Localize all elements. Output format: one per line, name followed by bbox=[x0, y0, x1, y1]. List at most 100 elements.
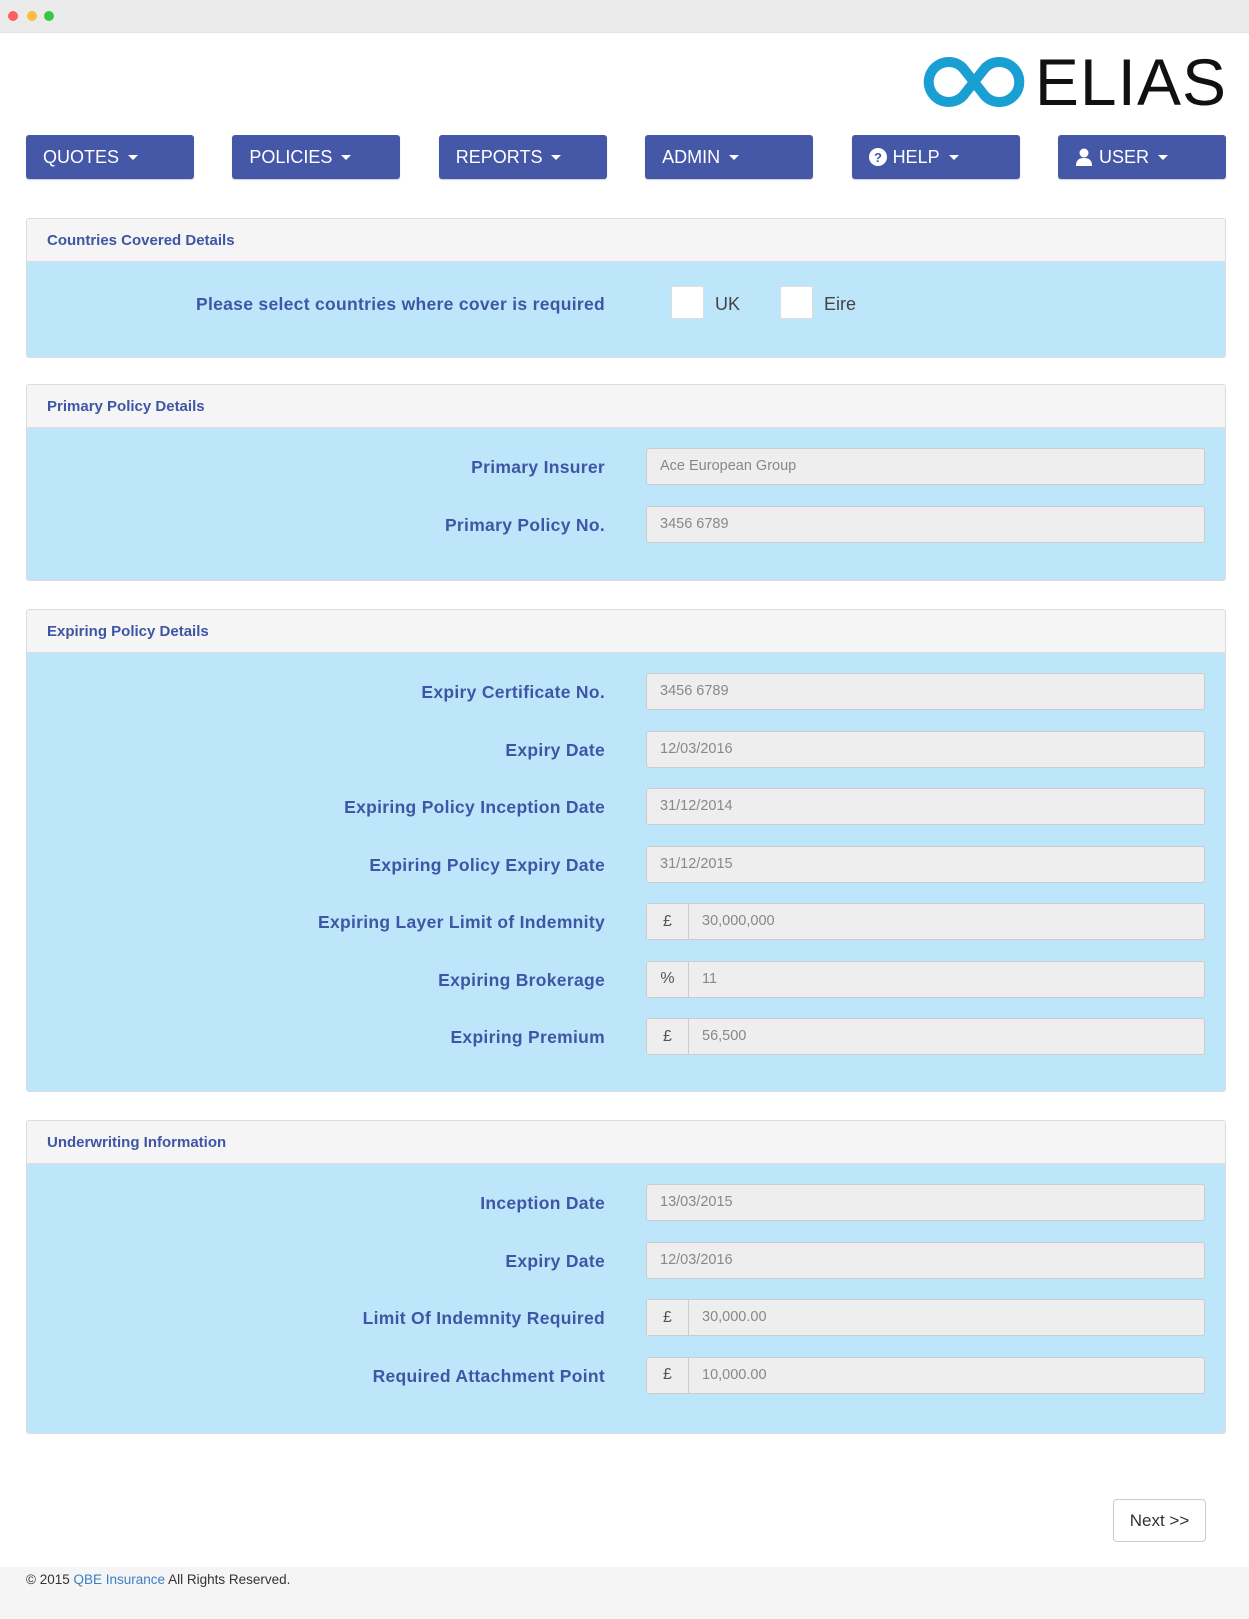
field-value: Ace European Group bbox=[660, 458, 797, 474]
field-value: 12/03/2016 bbox=[660, 740, 733, 757]
panel-title: Underwriting Information bbox=[27, 1121, 1225, 1164]
question-circle-icon: ? bbox=[868, 148, 887, 166]
maximize-window-button[interactable] bbox=[44, 11, 54, 21]
primary-insurer-label: Primary Insurer bbox=[471, 457, 605, 477]
input-addon: £ bbox=[647, 1300, 689, 1335]
expiry-date-field[interactable]: 12/03/2016 bbox=[646, 730, 1205, 768]
field-value: 11 bbox=[702, 970, 718, 987]
countries-covered-panel: Countries Covered Details Please select … bbox=[26, 218, 1226, 358]
expiry-date-field[interactable]: 12/03/2016 bbox=[646, 1241, 1205, 1279]
expiring-layer-limit-of-indemnity-label: Expiring Layer Limit of Indemnity bbox=[317, 912, 605, 932]
field-value: 10,000.00 bbox=[702, 1366, 767, 1383]
footer-copyright: © 2015 bbox=[26, 1572, 70, 1587]
caret-down-icon bbox=[341, 154, 352, 160]
required-attachment-point-field[interactable]: £10,000.00 bbox=[646, 1356, 1205, 1394]
nav-label: USER bbox=[1098, 146, 1149, 167]
primary-insurer-field[interactable]: Ace European Group bbox=[646, 448, 1205, 485]
minimize-window-button[interactable] bbox=[27, 11, 37, 21]
logo-text: ELIAS bbox=[1034, 45, 1227, 119]
expiring-premium-label: Expiring Premium bbox=[450, 1027, 605, 1047]
caret-down-icon bbox=[128, 154, 139, 160]
input-addon: £ bbox=[647, 904, 689, 939]
primary-policy-panel: Primary Policy Details Primary Insurer Ac… bbox=[26, 384, 1226, 581]
primary-policy-no-field[interactable]: 3456 6789 bbox=[646, 505, 1205, 543]
window-titlebar bbox=[0, 0, 1249, 33]
nav-help-button[interactable]: ? HELP bbox=[851, 135, 1020, 179]
form-row: Expiry Certificate No. 3456 6789 bbox=[27, 673, 1225, 710]
expiring-policy-inception-date-field[interactable]: 31/12/2014 bbox=[646, 788, 1205, 825]
expiring-policy-expiry-date-field[interactable]: 31/12/2015 bbox=[646, 845, 1205, 883]
main-nav: QUOTES POLICIES REPORTS ADMIN? HELP USER bbox=[26, 135, 1226, 179]
nav-reports-button[interactable]: REPORTS bbox=[438, 135, 607, 179]
qbe-insurance-link[interactable]: QBE Insurance bbox=[73, 1572, 166, 1587]
input-addon: £ bbox=[647, 1357, 689, 1393]
nav-label: QUOTES bbox=[43, 146, 120, 167]
next-button[interactable]: Next >> bbox=[1113, 1499, 1206, 1542]
limit-of-indemnity-required-field[interactable]: £30,000.00 bbox=[646, 1299, 1205, 1336]
close-window-button[interactable] bbox=[8, 11, 18, 21]
nav-quotes-button[interactable]: QUOTES bbox=[26, 135, 194, 179]
form-row: Expiring Policy Inception Date 31/12/2014 bbox=[27, 788, 1225, 825]
field-value: 30,000.00 bbox=[702, 1309, 767, 1325]
form-row: Expiring Policy Expiry Date 31/12/2015 bbox=[27, 845, 1225, 883]
inception-date-field[interactable]: 13/03/2015 bbox=[646, 1184, 1205, 1221]
uk-checkbox[interactable] bbox=[671, 286, 704, 319]
field-value: 3456 6789 bbox=[660, 515, 729, 532]
user-icon bbox=[1075, 148, 1093, 166]
nav-user-button[interactable]: USER bbox=[1057, 135, 1226, 179]
footer: © 2015 QBE Insurance All Rights Reserved… bbox=[0, 1567, 1249, 1619]
infinity-logo-icon bbox=[923, 56, 1025, 107]
form-row: Expiry Date 12/03/2016 bbox=[27, 730, 1225, 768]
eire-checkbox[interactable] bbox=[780, 286, 813, 319]
field-value: 12/03/2016 bbox=[660, 1251, 733, 1268]
expiring-brokerage-field[interactable]: % 11 bbox=[646, 960, 1205, 998]
expiring-premium-field[interactable]: £56,500 bbox=[646, 1018, 1205, 1055]
expiry-certificate-no-label: Expiry Certificate No. bbox=[421, 682, 605, 702]
expiring-brokerage-label: Expiring Brokerage bbox=[438, 969, 605, 990]
expiry-date-label: Expiry Date bbox=[505, 739, 605, 760]
expiring-policy-expiry-date-label: Expiring Policy Expiry Date bbox=[369, 854, 605, 875]
caret-down-icon bbox=[948, 154, 959, 160]
required-attachment-point-label: Required Attachment Point bbox=[372, 1365, 605, 1386]
countries-prompt: Please select countries where cover is r… bbox=[195, 294, 605, 314]
nav-label: REPORTS bbox=[455, 146, 543, 167]
underwriting-panel: Underwriting Information Inception Date 1… bbox=[26, 1120, 1226, 1434]
caret-down-icon bbox=[729, 154, 740, 160]
inception-date-label: Inception Date bbox=[480, 1193, 605, 1213]
nav-label: HELP bbox=[892, 146, 940, 167]
expiring-layer-limit-of-indemnity-field[interactable]: £30,000,000 bbox=[646, 903, 1205, 940]
panel-title: Countries Covered Details bbox=[27, 219, 1225, 262]
field-value: 31/12/2015 bbox=[660, 855, 733, 872]
expiry-certificate-no-field[interactable]: 3456 6789 bbox=[646, 673, 1205, 710]
form-row: Limit Of Indemnity Required £30,000.00 bbox=[27, 1299, 1225, 1336]
form-row: Inception Date 13/03/2015 bbox=[27, 1184, 1225, 1221]
nav-label: ADMIN bbox=[662, 146, 721, 167]
svg-text:?: ? bbox=[874, 150, 882, 165]
form-row: Expiry Date 12/03/2016 bbox=[27, 1241, 1225, 1279]
footer-rights: All Rights Reserved. bbox=[168, 1572, 291, 1587]
form-row: Primary Policy No. 3456 6789 bbox=[27, 505, 1225, 543]
field-value: 30,000,000 bbox=[702, 913, 775, 929]
field-value: 13/03/2015 bbox=[660, 1194, 733, 1210]
form-row: Primary Insurer Ace European Group bbox=[27, 448, 1225, 485]
expiring-policy-inception-date-label: Expiring Policy Inception Date bbox=[344, 797, 605, 817]
input-addon: % bbox=[647, 961, 689, 997]
form-row: Expiring Layer Limit of Indemnity £30,000… bbox=[27, 903, 1225, 940]
panel-title: Expiring Policy Details bbox=[27, 610, 1225, 653]
field-value: 31/12/2014 bbox=[660, 798, 733, 814]
panel-title: Primary Policy Details bbox=[27, 385, 1225, 428]
nav-policies-button[interactable]: POLICIES bbox=[232, 135, 401, 179]
limit-of-indemnity-required-label: Limit Of Indemnity Required bbox=[362, 1308, 605, 1328]
field-value: 3456 6789 bbox=[660, 683, 729, 699]
elias-logo: ELIAS bbox=[923, 45, 1227, 119]
caret-down-icon bbox=[551, 154, 562, 160]
nav-admin-button[interactable]: ADMIN bbox=[645, 135, 814, 179]
uk-label: UK bbox=[715, 294, 741, 314]
field-value: 56,500 bbox=[702, 1028, 747, 1044]
form-row: Required Attachment Point £10,000.00 bbox=[27, 1356, 1225, 1394]
caret-down-icon bbox=[1157, 154, 1168, 160]
expiring-policy-panel: Expiring Policy Details Expiry Certifica… bbox=[26, 609, 1226, 1092]
nav-label: POLICIES bbox=[249, 146, 333, 167]
input-addon: £ bbox=[647, 1019, 689, 1054]
eire-label: Eire bbox=[824, 294, 857, 314]
